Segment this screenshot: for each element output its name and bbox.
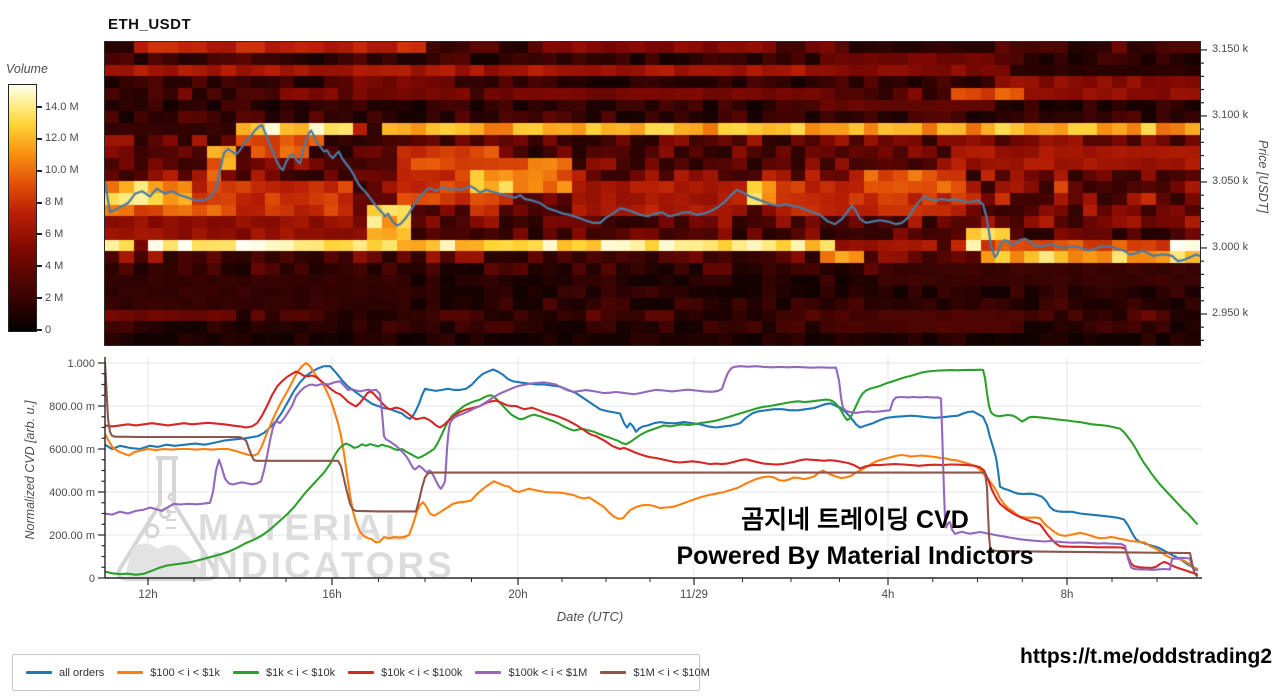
colorbar-tick-label: 8 M — [45, 196, 64, 209]
colorbar-tick — [36, 265, 42, 268]
colorbar-tick-label: 2 M — [45, 291, 64, 304]
colorbar-tick-label: 6 M — [45, 227, 64, 240]
legend-swatch — [348, 671, 375, 674]
colorbar-tick — [36, 297, 42, 300]
legend-item: $10k < i < $100k — [348, 667, 462, 679]
cvd-tick-label: 400.00 m — [49, 487, 95, 499]
time-tick-label: 16h — [322, 589, 341, 601]
price-tick-label: 3.150 k — [1212, 43, 1249, 56]
legend-swatch — [26, 671, 52, 674]
legend-item: $100k < i < $1M — [475, 667, 587, 679]
cvd-tick-label: 1.000 — [67, 358, 95, 370]
legend-label: $10k < i < $100k — [381, 666, 463, 679]
legend-item: all orders — [26, 667, 104, 679]
colorbar-tick — [36, 329, 42, 331]
watermark-line2: INDICATORS — [198, 545, 455, 586]
time-tick-label: 12h — [138, 589, 157, 601]
colorbar-tick — [36, 233, 42, 236]
legend-item: $1M < i < $10M — [600, 666, 710, 679]
price-tick-label: 3.100 k — [1212, 109, 1249, 122]
colorbar-title: Volume — [6, 62, 48, 76]
page-title: ETH_USDT — [108, 16, 192, 33]
flask-liquid — [125, 543, 207, 578]
cvd-tick-label: 800.00 m — [49, 401, 95, 413]
volume-heatmap-canvas — [105, 42, 1200, 345]
price-tick-label: 3.000 k — [1212, 241, 1249, 254]
flask-bubble — [159, 507, 171, 519]
legend-label: all orders — [59, 666, 105, 679]
colorbar-tick — [36, 201, 42, 204]
colorbar-tick-label: 0 — [45, 323, 52, 336]
flask-bubble — [167, 492, 177, 502]
time-tick-label: 8h — [1061, 589, 1074, 601]
colorbar-tick-label: 10.0 M — [45, 164, 79, 177]
colorbar-tick — [36, 169, 42, 172]
telegram-url[interactable]: https://t.me/oddstrading2 — [1020, 645, 1272, 668]
cvd-axis-title: Normalized CVD [arb. u.] — [23, 400, 37, 540]
overlay-caption-line2: Powered By Material Indictors — [676, 542, 1034, 570]
price-tick-label: 3.050 k — [1212, 175, 1249, 188]
legend-label: $100 < i < $1k — [150, 666, 220, 679]
volume-colorbar — [8, 84, 37, 332]
chart-overlay-caption: 곰지네 트레이딩 CVD Powered By Material Indicto… — [650, 502, 1060, 574]
legend: all orders $100 < i < $1k $1k < i < $10k $1… — [12, 654, 710, 691]
time-tick-label: 11/29 — [680, 589, 708, 601]
watermark-line1: MATERIAL — [198, 507, 410, 548]
price-tick-label: 2.950 k — [1212, 307, 1249, 320]
flask-icon — [116, 456, 218, 581]
time-tick-label: 20h — [508, 589, 527, 601]
legend-swatch — [600, 671, 627, 674]
legend-label: $100k < i < $1M — [508, 666, 588, 679]
date-axis-title: Date (UTC) — [556, 609, 624, 624]
overlay-caption-line1: 곰지네 트레이딩 CVD — [741, 506, 969, 534]
time-tick-label: 4h — [882, 589, 895, 601]
cvd-tick-label: 200.00 m — [49, 530, 95, 542]
legend-swatch — [117, 671, 144, 674]
flask-bubble — [144, 523, 160, 539]
legend-swatch — [232, 671, 259, 674]
colorbar-tick-label: 4 M — [45, 259, 64, 272]
colorbar-tick — [36, 106, 42, 109]
cvd-tick-label: 600.00 m — [49, 444, 95, 456]
colorbar-tick-label: 12.0 M — [45, 132, 79, 145]
legend-swatch — [475, 671, 502, 674]
cvd-tick-label: 0 — [89, 573, 95, 585]
legend-item: $100 < i < $1k — [117, 667, 220, 679]
legend-label: $1M < i < $10M — [633, 666, 710, 679]
price-axis-title: Price [USDT] — [1256, 140, 1270, 213]
colorbar-tick-label: 14.0 M — [45, 100, 79, 113]
legend-item: $1k < i < $10k — [232, 666, 336, 679]
legend-label: $1k < i < $10k — [265, 666, 336, 679]
colorbar-tick — [36, 137, 42, 140]
volume-heatmap-plot — [104, 41, 1201, 346]
